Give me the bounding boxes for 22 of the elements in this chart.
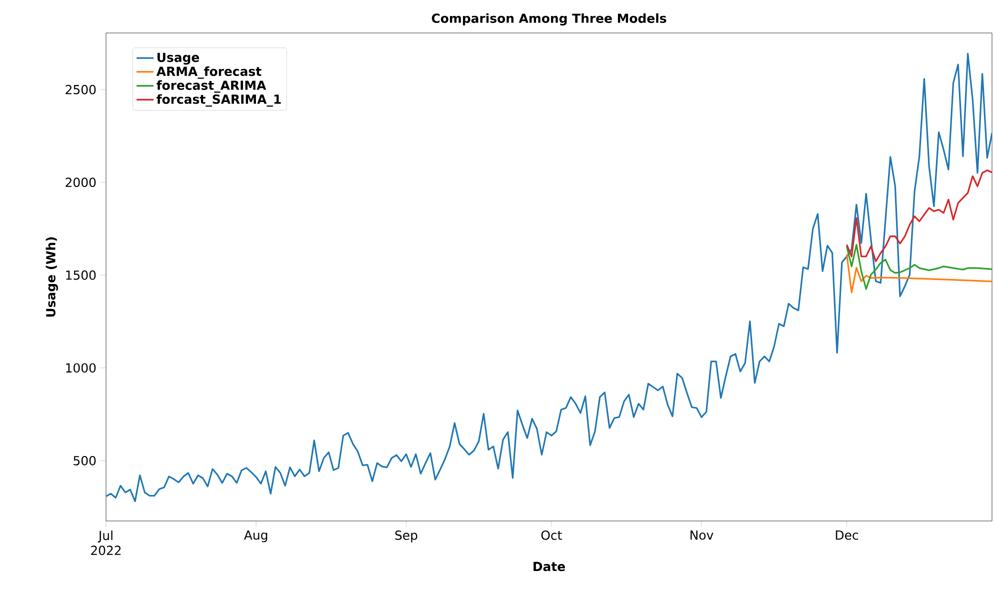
legend-label: ARMA_forecast <box>156 66 262 79</box>
y-tick-label: 1500 <box>66 270 96 280</box>
line-series <box>106 52 992 502</box>
y-tick-label: 2500 <box>66 84 96 94</box>
y-tick-label: 1000 <box>66 363 96 373</box>
x-tick-label: Oct <box>541 530 562 540</box>
x-tick-label: Dec <box>836 530 858 540</box>
legend-label: Usage <box>158 52 200 65</box>
x-tick-label: Jul 2022 <box>91 530 121 556</box>
x-tick-label: Aug <box>244 530 268 542</box>
y-tick-label: 500 <box>74 456 96 466</box>
line-series <box>846 254 992 294</box>
y-axis-title: Usage (Wh) <box>46 237 58 317</box>
y-tick-label: 2000 <box>66 178 96 188</box>
line-series <box>846 169 992 262</box>
legend-label: forcast_SARIMA_1 <box>156 94 281 107</box>
x-axis-title: Date <box>534 562 565 572</box>
chart-title: Comparison Among Three Models <box>432 13 666 26</box>
line-series <box>846 244 992 290</box>
legend-label: forecast_ARIMA <box>156 80 266 93</box>
x-tick-label: Sep <box>395 530 418 542</box>
x-tick-label: Nov <box>690 530 714 540</box>
